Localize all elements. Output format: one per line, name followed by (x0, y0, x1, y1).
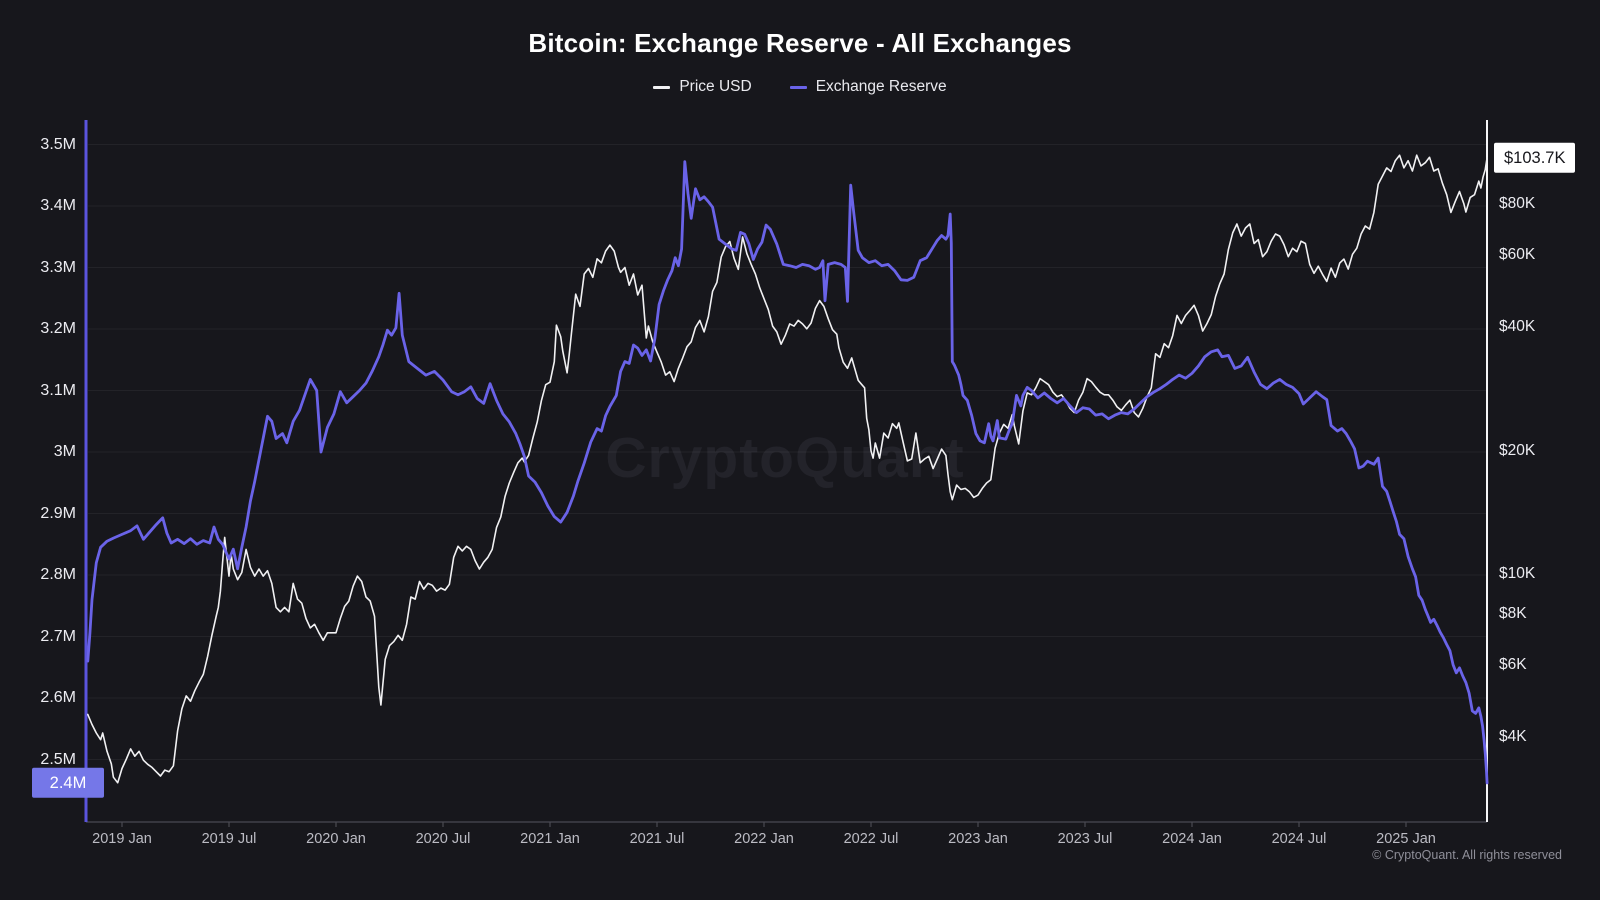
right-axis-tick-label: $80K (1499, 195, 1536, 212)
page-title: Bitcoin: Exchange Reserve - All Exchange… (528, 28, 1072, 58)
reserve-current-value-badge: 2.4M (32, 767, 104, 799)
chart-legend: Price USD Exchange Reserve (0, 78, 1600, 96)
x-axis-tick-label: 2019 Jan (92, 831, 152, 847)
x-axis-tick-label: 2021 Jan (520, 831, 580, 847)
right-axis-tick-label: $40K (1499, 318, 1536, 336)
reserve-series-dash-icon (789, 85, 807, 89)
left-axis-tick-label: 2.8M (40, 566, 76, 583)
right-axis-tick-label: $60K (1499, 246, 1536, 264)
x-axis-tick-label: 2021 Jul (629, 831, 685, 847)
right-axis-tick-label: $20K (1499, 441, 1536, 459)
left-axis-tick-label: 2.9M (40, 504, 76, 522)
x-axis-tick-label: 2023 Jul (1057, 831, 1113, 847)
left-axis-tick-label: 3.3M (40, 258, 76, 276)
x-axis-tick-label: 2020 Jan (306, 831, 366, 847)
price-current-value-badge: $103.7K (1494, 142, 1576, 174)
left-axis-tick-label: 3M (53, 443, 76, 460)
legend-item-price[interactable]: Price USD (653, 78, 752, 96)
left-axis-tick-label: 2.5M (40, 750, 76, 768)
left-axis-tick-label: 3.4M (40, 197, 76, 214)
price-series-dash-icon (653, 85, 671, 89)
x-axis-tick-label: 2025 Jan (1376, 831, 1436, 847)
right-axis-tick-label: $8K (1499, 605, 1527, 622)
x-axis-tick-label: 2019 Jul (201, 831, 257, 847)
right-axis-tick-label: $6K (1499, 656, 1527, 674)
legend-label-reserve: Exchange Reserve (815, 78, 947, 95)
x-axis-tick-label: 2024 Jul (1271, 831, 1327, 847)
x-axis-tick-label: 2024 Jan (1162, 831, 1222, 847)
left-axis-tick-label: 2.6M (40, 689, 76, 706)
x-axis-tick-label: 2022 Jul (843, 831, 899, 847)
x-axis-tick-label: 2023 Jan (948, 831, 1008, 847)
legend-item-reserve[interactable]: Exchange Reserve (789, 78, 947, 96)
legend-label-price: Price USD (679, 78, 752, 95)
x-axis-tick-label: 2022 Jan (734, 831, 794, 847)
right-axis-tick-label: $10K (1499, 565, 1536, 583)
series-line-exchange-reserve (86, 160, 1489, 785)
left-axis-tick-label: 3.1M (40, 381, 76, 399)
right-axis-tick-label: $4K (1499, 728, 1527, 746)
left-axis-tick-label: 3.2M (40, 320, 76, 337)
x-axis-tick-label: 2020 Jul (415, 831, 471, 847)
copyright-notice: © CryptoQuant. All rights reserved (1372, 848, 1562, 862)
left-axis-tick-label: 3.5M (40, 135, 76, 153)
left-axis-tick-label: 2.7M (40, 627, 76, 645)
series-line-price-usd (87, 154, 1488, 784)
